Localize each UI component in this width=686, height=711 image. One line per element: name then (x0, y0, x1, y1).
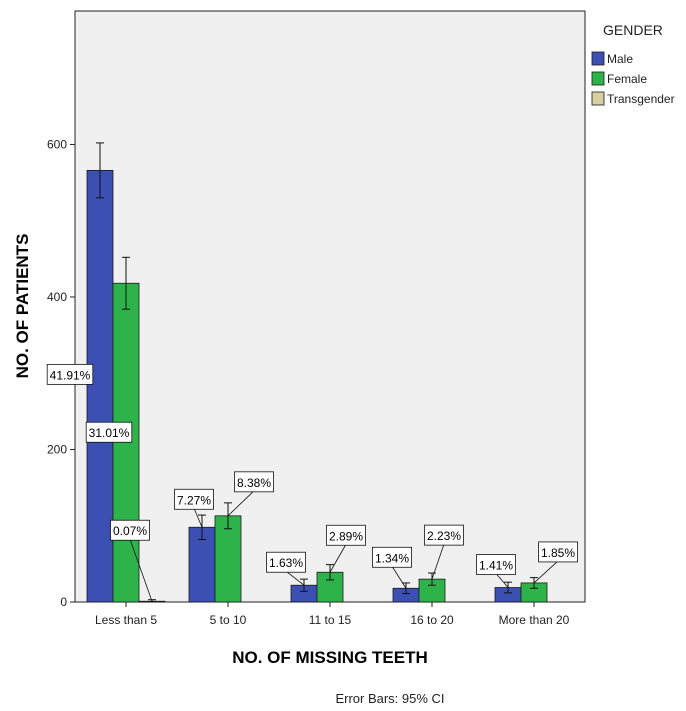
percent-label-female-1: 8.38% (227, 471, 274, 517)
error-bar-male-0 (96, 142, 104, 199)
x-tick-label: 11 to 15 (309, 613, 352, 627)
legend-swatch (591, 71, 605, 86)
legend-swatch (591, 51, 605, 66)
error-bars-footnote: Error Bars: 95% CI (335, 691, 444, 706)
percent-label-text: 7.27% (177, 493, 211, 507)
error-bars-layer (96, 142, 538, 603)
percent-label-text: 1.85% (541, 546, 575, 560)
percent-label-male-2: 1.63% (266, 551, 306, 586)
bars-layer (86, 169, 548, 603)
percent-label-text: 1.41% (479, 559, 513, 573)
percent-label-text: 2.89% (329, 529, 363, 543)
legend-item-transgender: Transgender (591, 91, 675, 106)
legend-title: GENDER (603, 22, 663, 38)
legend: GENDER Male Female Transgender (591, 22, 675, 106)
y-axis: 0 200 400 600 (47, 137, 75, 609)
x-tick-label: 16 to 20 (410, 613, 454, 627)
x-axis-title: NO. OF MISSING TEETH (232, 648, 428, 667)
percent-label-text: 1.34% (375, 551, 409, 565)
plot-area (74, 10, 586, 603)
error-bar-female-0 (122, 256, 130, 310)
legend-swatch (591, 91, 605, 106)
x-tick-label: More than 20 (499, 613, 570, 627)
percent-label-male-4: 1.41% (476, 554, 516, 588)
bar-male-0 (86, 169, 114, 603)
percent-label-text: 8.38% (237, 476, 271, 490)
percent-labels-layer: 41.91% 31.01% 0.07% 7.27% 8.38% 1.63% 2.89% 1.3… (46, 363, 578, 602)
percent-label-text: 31.01% (89, 426, 130, 440)
y-tick-label: 0 (60, 595, 67, 609)
percent-label-female-2: 2.89% (326, 524, 366, 573)
x-tick-label: Less than 5 (95, 613, 157, 627)
percent-label-text: 1.63% (269, 556, 303, 570)
percent-label-female-3: 2.23% (424, 524, 464, 580)
y-tick-label: 200 (47, 442, 67, 456)
y-tick-label: 400 (47, 290, 67, 304)
y-tick-label: 600 (47, 137, 67, 151)
percent-label-text: 2.23% (427, 529, 461, 543)
percent-label-transgender-0: 0.07% (110, 519, 153, 602)
legend-item-female: Female (591, 71, 647, 86)
percent-label-male-0: 41.91% (46, 363, 94, 385)
legend-label: Male (607, 52, 633, 66)
percent-label-female-4: 1.85% (533, 541, 578, 584)
legend-label: Female (607, 72, 647, 86)
bar-female-1 (214, 515, 242, 603)
x-axis: Less than 5 5 to 10 11 to 15 16 to 20 More t… (95, 602, 570, 627)
percent-label-text: 0.07% (113, 524, 147, 538)
percent-label-text: 41.91% (50, 368, 91, 382)
percent-label-male-1: 7.27% (174, 488, 214, 528)
percent-label-female-0: 31.01% (85, 421, 133, 443)
percent-label-male-3: 1.34% (372, 546, 412, 589)
y-axis-title: NO. OF PATIENTS (13, 234, 32, 379)
legend-item-male: Male (591, 51, 633, 66)
legend-label: Transgender (607, 92, 675, 106)
legend-items: Male Female Transgender (591, 51, 675, 106)
x-tick-label: 5 to 10 (210, 613, 247, 627)
